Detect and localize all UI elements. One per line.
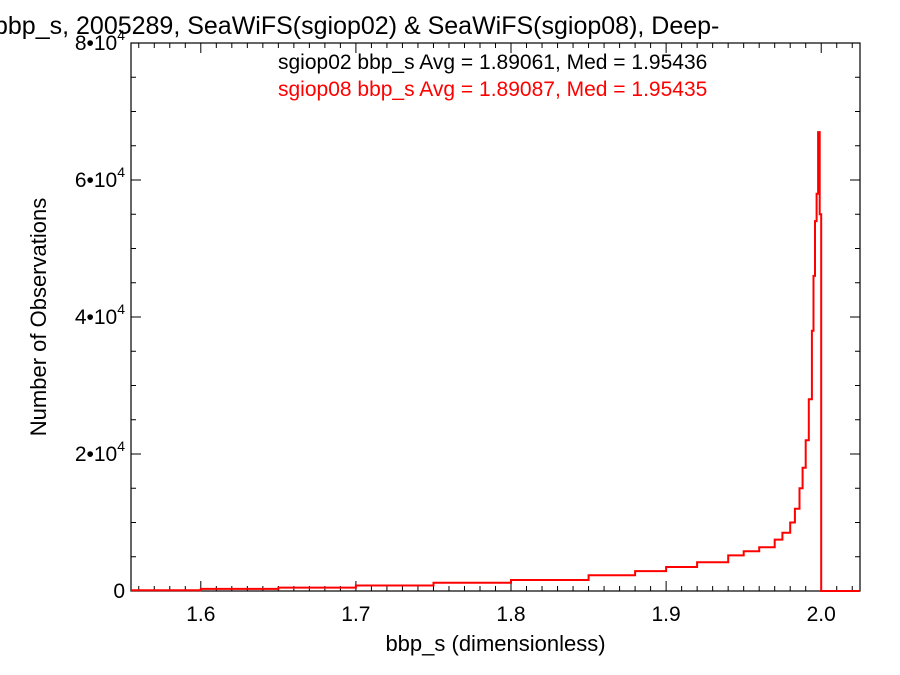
x-tick-label: 2.0 [807,603,836,626]
x-tick-label: 1.6 [186,603,215,626]
y-tick-label: 0 [113,580,125,603]
histogram-series-line [131,131,860,592]
plot-frame [130,42,861,592]
x-axis-label: bbp_s (dimensionless) [385,631,605,656]
y-tick-label: 6•104 [75,164,125,192]
x-axis: 1.6 1.7 1.8 1.9 2.0 [138,43,853,626]
series-group [131,131,860,592]
chart-title: bbp_s, 2005289, SeaWiFS(sgiop02) & SeaWi… [0,12,720,40]
x-tick-label: 1.9 [652,603,681,626]
y-axis-label: Number of Observations [26,198,51,436]
y-tick-label: 2•104 [75,438,125,466]
x-tick-label: 1.8 [496,603,525,626]
x-tick-label: 1.7 [341,603,370,626]
y-tick-label: 8•104 [75,27,125,55]
stats-annotation-2: sgiop08 bbp_s Avg = 1.89087, Med = 1.954… [278,78,707,101]
stats-annotations: sgiop02 bbp_s Avg = 1.89061, Med = 1.954… [278,51,707,101]
y-axis: 0 2•104 4•104 6•104 8•104 [75,27,860,603]
stats-annotation-1: sgiop02 bbp_s Avg = 1.89061, Med = 1.954… [278,51,707,74]
y-tick-label: 4•104 [75,301,125,329]
